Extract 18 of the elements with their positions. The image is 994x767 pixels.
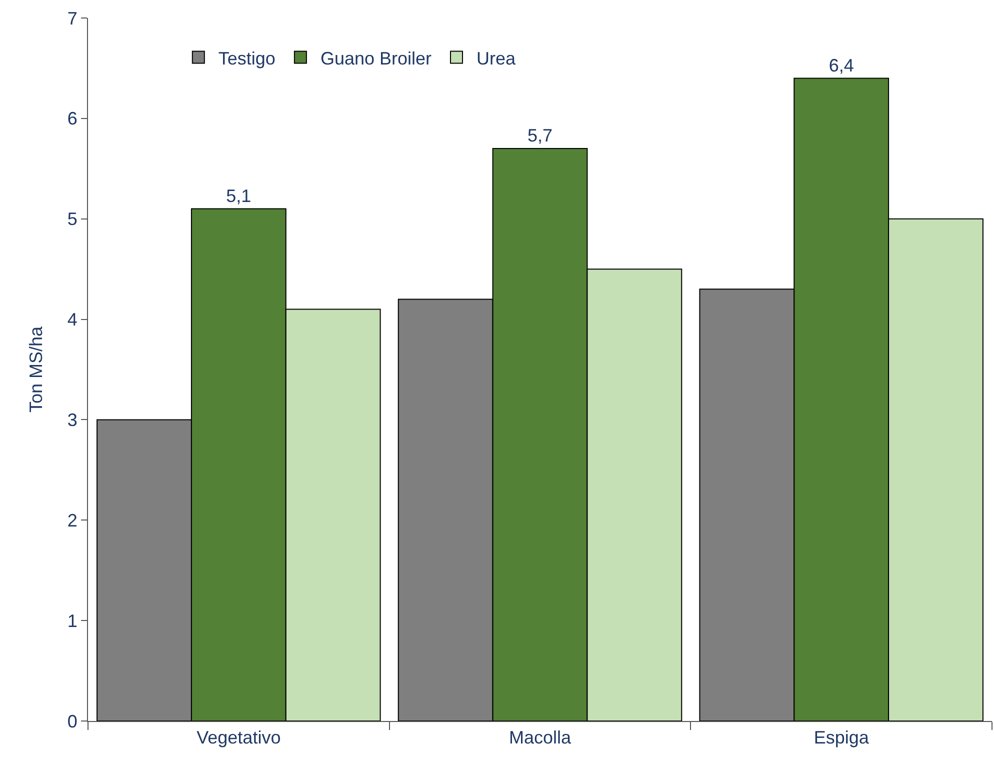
legend-label: Guano Broiler: [320, 48, 432, 68]
y-tick-label: 2: [67, 510, 78, 530]
y-tick-label: 7: [67, 8, 78, 28]
y-tick-label: 4: [67, 310, 78, 330]
x-tick-label: Espiga: [814, 728, 870, 748]
data-label: 5,7: [527, 126, 553, 146]
y-tick-label: 1: [67, 610, 78, 631]
y-tick-label: 0: [67, 711, 78, 732]
legend-label: Urea: [476, 48, 517, 68]
y-tick-label: 3: [67, 410, 78, 430]
x-tick-label: Macolla: [508, 728, 572, 748]
data-label: 5,1: [226, 186, 252, 206]
y-tick-label: 5: [67, 209, 78, 230]
y-tick-label: 6: [67, 108, 78, 129]
data-label: 6,4: [828, 55, 854, 76]
x-tick-label: Vegetativo: [196, 728, 281, 748]
y-axis-title: Ton MS/ha: [26, 325, 46, 413]
legend-label: Testigo: [218, 48, 276, 68]
